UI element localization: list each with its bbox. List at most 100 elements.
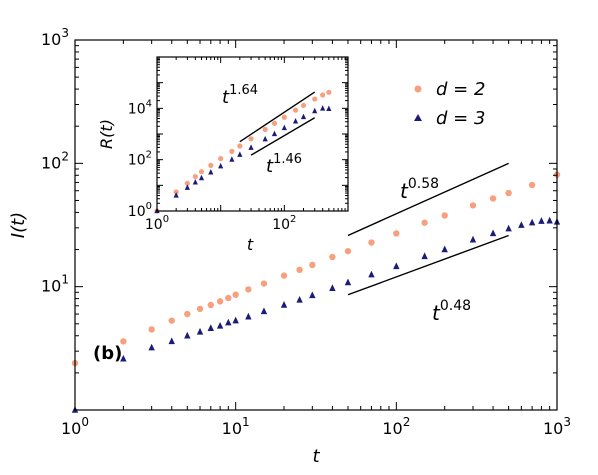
main-series-0-point-19 (421, 219, 428, 226)
main-x-tick-label-1-exp: 1 (242, 415, 250, 429)
main-y-tick-label-2-base: 10 (41, 30, 61, 49)
legend-label-d2: d = 2 (436, 79, 485, 100)
main-y-tick-label-1: 102 (41, 149, 69, 172)
main-series-1-point-11 (260, 307, 268, 315)
main-series-1-point-25 (528, 218, 536, 226)
main-x-tick-label-1: 101 (222, 415, 250, 438)
main-series-1-point-5 (196, 327, 204, 335)
guide-label-048-exp: 0.48 (440, 298, 471, 314)
inset-guide-label-164-exp: 1.64 (229, 83, 258, 98)
inset-y-tick-label-2: 104 (128, 98, 152, 117)
inset-series-0-point-2 (184, 180, 190, 186)
main-x-tick-label-2: 102 (382, 415, 410, 438)
inset-series-0-point-5 (208, 162, 214, 168)
inset-series-1-point-5 (208, 168, 214, 175)
main-series-0-point-10 (245, 286, 252, 293)
inset-series-0-point-4 (198, 169, 205, 175)
main-series-0-point-2 (148, 326, 155, 333)
main-series-0-point-23 (505, 189, 512, 197)
main-series-0-point-1 (120, 338, 127, 345)
x-axis-label: t (312, 446, 320, 467)
main-series-0-point-3 (168, 317, 175, 324)
inset-series-1-point-1 (173, 192, 179, 198)
main-series-1-point-12 (280, 301, 288, 308)
main-y-tick-label-1-base: 10 (41, 153, 61, 172)
inset-y-tick-label-0: 100 (128, 201, 152, 220)
main-series-0-point-21 (469, 202, 477, 209)
inset-series-0-point-11 (271, 120, 278, 126)
inset-series-1-point-10 (262, 135, 268, 142)
inset-series-1-point-7 (229, 156, 235, 162)
main-series-0-point-12 (280, 272, 288, 279)
main-guide-line-1 (347, 234, 509, 296)
main-series-1-point-14 (309, 291, 316, 299)
main-y-tick-label-0-base: 10 (41, 277, 61, 296)
main-series-0-point-6 (207, 301, 214, 309)
inset-y-tick-label-1: 102 (128, 150, 152, 169)
main-series-1-point-20 (441, 245, 448, 253)
main-series-1-point-1 (120, 354, 127, 362)
inset-series-1-point-16 (320, 105, 326, 111)
inset-guide-line-1 (250, 117, 316, 156)
main-series-1-point-18 (393, 262, 400, 270)
main-x-tick-label-0-exp: 0 (81, 415, 89, 429)
main-series-0-point-13 (296, 266, 303, 274)
main-series-1-point-17 (368, 270, 375, 278)
main-x-tick-label-2-base: 10 (382, 419, 402, 438)
main-series-0-point-17 (368, 239, 375, 246)
inset-series-0-point-15 (312, 96, 318, 102)
inset-series-0-point-12 (281, 114, 287, 120)
inset-series-1-point-6 (218, 162, 224, 169)
main-series-1-point-27 (546, 216, 553, 224)
guide-label-048: t0.48 (432, 298, 471, 325)
main-series-1-point-7 (216, 321, 224, 329)
inset-series-0-point-7 (229, 148, 235, 154)
inset-y-tick-label-0-exp: 0 (146, 201, 152, 212)
main-series-1-point-4 (184, 331, 191, 339)
main-x-tick-label-0: 100 (61, 415, 89, 438)
main-series-1-point-10 (245, 312, 252, 320)
inset-x-axis-label: t (247, 235, 254, 254)
main-series-0-point-24 (528, 181, 536, 189)
main-series-1-point-8 (225, 318, 232, 326)
inset-guide-label-146-base: t (266, 156, 274, 177)
main-plot-frame (74, 39, 558, 411)
main-series-0-point-18 (393, 230, 400, 237)
main-x-tick-label-3: 103 (543, 415, 571, 438)
inset-series-1-point-9 (248, 144, 254, 150)
inset-ticks (156, 56, 349, 212)
main-series-1-point-22 (489, 229, 497, 237)
main-series-1-point-2 (148, 343, 155, 351)
inset-x-tick-label-1-exp: 2 (290, 214, 296, 225)
inset-guide-label-164-base: t (222, 87, 230, 108)
inset-series-0-point-10 (262, 126, 268, 133)
inset-series-1-point-14 (300, 113, 307, 120)
inset-series-1-point-12 (281, 124, 287, 131)
inset-y-axis-label: R(t) (97, 119, 116, 149)
main-series-0-point-14 (309, 261, 316, 269)
inset-series-0-point-13 (292, 107, 299, 113)
main-series-0-point-22 (489, 195, 497, 202)
main-series-0-point-4 (184, 310, 191, 318)
legend-marker-d2 (414, 85, 422, 93)
main-x-tick-label-2-exp: 2 (403, 415, 411, 429)
inset-series-1-point-11 (271, 130, 278, 137)
guide-label-058: t0.58 (400, 176, 439, 203)
inset-series-0-point-14 (300, 102, 307, 109)
main-y-tick-label-0: 101 (41, 273, 69, 296)
inset-data-layer (154, 89, 332, 214)
main-x-tick-label-1-base: 10 (222, 419, 242, 438)
inset-x-tick-label-0-base: 10 (145, 217, 163, 233)
inset-guide-label-146-exp: 1.46 (273, 152, 302, 167)
main-series-1-point-9 (232, 316, 239, 324)
main-x-tick-label-0-base: 10 (61, 419, 81, 438)
main-x-tick-label-3-base: 10 (543, 419, 563, 438)
main-series-1-point-19 (421, 252, 428, 260)
inset-guide-label-164: t1.64 (222, 83, 258, 108)
main-ticks (74, 39, 558, 411)
main-guide-lines (347, 162, 509, 296)
inset-series-1-point-3 (192, 179, 198, 185)
main-y-tick-label-2-exp: 3 (61, 26, 69, 40)
